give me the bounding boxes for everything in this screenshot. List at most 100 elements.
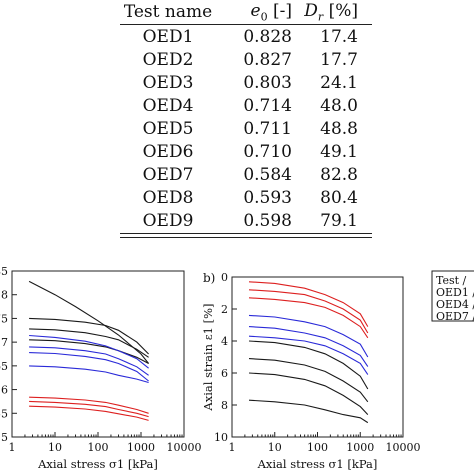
cell-dr: 24.1 [320, 72, 358, 93]
series-line-medium [248, 314, 369, 358]
plot-frame-1 [231, 276, 404, 438]
series-line-medium [29, 346, 149, 376]
x-tick-label: 1 [9, 441, 16, 454]
cell-test-name: OED4 [142, 95, 194, 116]
cell-dr: 17.7 [320, 49, 358, 70]
results-table: Test name e0 [-] Dr [%] OED1 0.828 17.4 OED… [120, 0, 372, 232]
table-row: OED9 0.598 79.1 [120, 209, 372, 232]
legend-entry: Test / [436, 274, 467, 287]
table-row: OED8 0.593 80.4 [120, 186, 372, 209]
series-line-loose [248, 358, 369, 403]
legend-box [431, 270, 474, 322]
series-line-loose [248, 340, 369, 390]
table-header-row: Test name e0 [-] Dr [%] [120, 0, 372, 25]
y-tick-label: 6 [221, 367, 228, 380]
series-line-medium [248, 326, 369, 367]
cell-test-name: OED8 [142, 187, 194, 208]
cell-e0: 0.714 [243, 95, 292, 116]
series-line-dense [29, 396, 149, 414]
y-tick-label: .55 [0, 407, 8, 420]
y-tick-label: 2 [221, 303, 228, 316]
x-tick-label: 1000 [346, 441, 374, 454]
x-tick-label: 100 [88, 441, 109, 454]
cell-e0: 0.828 [243, 26, 292, 47]
x-tick-label: 10000 [386, 441, 421, 454]
y-axis-label: Axial strain ε1 [%] [201, 303, 215, 411]
cell-dr: 82.8 [320, 164, 358, 185]
y-tick-label: .85 [0, 265, 8, 278]
x-tick-label: 10000 [167, 441, 202, 454]
cell-test-name: OED3 [142, 72, 194, 93]
cell-e0: 0.803 [243, 72, 292, 93]
cell-e0: 0.593 [243, 187, 292, 208]
series-line-loose [248, 399, 369, 424]
legend-entry: OED1 / [436, 286, 474, 299]
cell-e0: 0.598 [243, 210, 292, 231]
panel-label: b) [203, 271, 215, 285]
cell-e0: 0.827 [243, 49, 292, 70]
cell-dr: 49.1 [320, 141, 358, 162]
y-tick-label: 0.6 [0, 384, 8, 397]
cell-test-name: OED2 [142, 49, 194, 70]
series-line-medium [29, 352, 149, 382]
cell-dr: 80.4 [320, 187, 358, 208]
series-line-loose [29, 317, 149, 355]
x-tick-label: 10 [268, 441, 282, 454]
series-line-dense [29, 400, 149, 418]
y-tick-label: 0.5 [0, 431, 8, 444]
x-axis-label: Axial stress σ1 [kPa] [37, 457, 158, 471]
cell-test-name: OED5 [142, 118, 194, 139]
plot-frame-0 [11, 270, 185, 438]
cell-dr: 48.0 [320, 95, 358, 116]
x-tick-label: 10 [48, 441, 62, 454]
series-line-dense [248, 281, 369, 327]
cell-dr: 79.1 [320, 210, 358, 231]
legend-entry: OED4 / [436, 298, 474, 311]
cell-e0: 0.584 [243, 164, 292, 185]
table-bottom-rule-2 [120, 237, 372, 238]
series-line-loose [248, 372, 369, 415]
cell-test-name: OED6 [142, 141, 194, 162]
y-tick-label: 10 [214, 431, 228, 444]
legend-entry: OED7 / [436, 310, 474, 323]
series-line-dense [248, 297, 369, 339]
series-line-medium [29, 334, 149, 369]
y-tick-label: 0.8 [0, 289, 8, 302]
cell-test-name: OED7 [142, 164, 194, 185]
cell-dr: 48.8 [320, 118, 358, 139]
series-line-medium [248, 335, 369, 375]
series-line-dense [29, 405, 149, 421]
x-tick-label: 100 [307, 441, 328, 454]
cell-e0: 0.710 [243, 141, 292, 162]
cell-test-name: OED1 [142, 26, 194, 47]
table-row: OED4 0.714 48.0 [120, 94, 372, 117]
y-tick-label: .65 [0, 360, 8, 373]
table-row: OED6 0.710 49.1 [120, 140, 372, 163]
series-line-medium [29, 365, 149, 384]
series-line-dense [248, 289, 369, 334]
table-row: OED7 0.584 82.8 [120, 163, 372, 186]
header-e0: e0 [-] [250, 0, 292, 24]
series-line-loose [29, 339, 149, 364]
table-row: OED2 0.827 17.7 [120, 48, 372, 71]
cell-e0: 0.711 [243, 118, 292, 139]
y-tick-label: 4 [221, 335, 228, 348]
series-line-loose [28, 280, 150, 364]
table-body: OED1 0.828 17.4 OED2 0.827 17.7 OED3 0.803 24.1 O… [120, 25, 372, 232]
y-tick-label: 0 [221, 271, 228, 284]
y-tick-label: .75 [0, 312, 8, 325]
table-row: OED3 0.803 24.1 [120, 71, 372, 94]
x-tick-label: 1 [229, 441, 236, 454]
y-tick-label: 8 [221, 399, 228, 412]
cell-dr: 17.4 [320, 26, 358, 47]
table-bottom-rule-1 [120, 233, 372, 234]
y-tick-label: 0.7 [0, 336, 8, 349]
table-row: OED5 0.711 48.8 [120, 117, 372, 140]
cell-test-name: OED9 [142, 210, 194, 231]
header-test-name: Test name [123, 2, 213, 22]
x-axis-label: Axial stress σ1 [kPa] [257, 457, 378, 471]
table-row: OED1 0.828 17.4 [120, 25, 372, 48]
x-tick-label: 1000 [127, 441, 155, 454]
header-dr: Dr [%] [304, 0, 358, 24]
